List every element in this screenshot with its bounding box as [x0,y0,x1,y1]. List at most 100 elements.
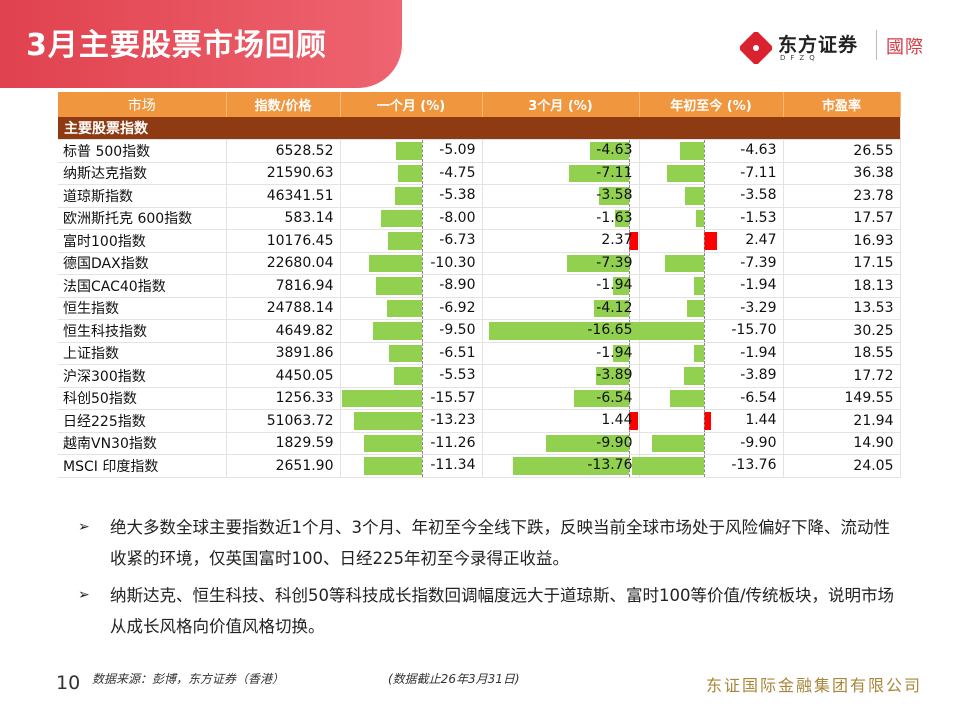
section-label: 主要股票指数 [58,117,901,140]
col-header-ytd: 年初至今 (%) [639,92,784,117]
table-row: 日经225指数 51063.72 -13.23 1.44 1.44 21.94 [58,409,901,433]
negative-bar [685,187,704,205]
return-value: -3.58 [596,187,633,203]
return-value: -7.39 [596,254,633,271]
bar-axis [703,387,705,409]
pe-ratio: 18.13 [783,274,901,298]
return-cell-m3: -1.94 [482,274,640,298]
return-cell-m3: -4.63 [482,139,640,163]
index-price: 7816.94 [226,274,341,298]
table-row: 德国DAX指数 22680.04 -10.30 -7.39 -7.39 17.15 [58,252,901,275]
market-table: 市场 指数/价格 一个月 (%) 3个月 (%) 年初至今 (%) 市盈率 主要… [58,92,901,478]
bar-axis [629,230,631,252]
return-cell-m1: -9.50 [340,319,483,343]
negative-bar [569,164,630,182]
bar-axis [422,387,424,409]
pe-ratio: 17.15 [783,252,901,275]
bar-axis [629,297,631,319]
return-value: -5.53 [439,367,476,383]
return-cell-ytd: -13.76 [632,454,784,478]
negative-bar [387,232,423,250]
return-cell-m1: -11.34 [340,454,483,478]
bar-axis [629,207,631,229]
return-value: -11.26 [430,434,476,451]
bar-axis [422,410,424,432]
index-name: 德国DAX指数 [58,252,227,275]
return-cell-ytd: -4.63 [639,139,784,163]
bar-axis [703,297,705,319]
return-cell-m3: 2.37 [482,229,640,253]
negative-bar [632,457,704,475]
bar-axis [422,230,424,252]
pe-ratio: 30.25 [783,319,901,343]
bar-axis [422,207,424,229]
bar-axis [422,365,424,387]
col-header-pe: 市盈率 [783,92,901,117]
title-banner: 3月主要股票市场回顾 [0,0,402,88]
index-name: 法国CAC40指数 [58,274,227,298]
index-price: 4649.82 [226,319,341,343]
bar-axis [703,410,705,432]
bar-axis [422,140,424,162]
return-value: -16.65 [587,322,633,338]
negative-bar [381,209,423,227]
return-cell-m3: -7.39 [482,252,640,275]
bar-axis [629,275,631,297]
return-cell-m3: -13.76 [482,454,640,478]
bar-axis [422,162,424,184]
data-source: 数据来源：彭博，东方证券（香港） [92,672,285,686]
return-cell-ytd: -1.53 [639,207,784,230]
return-cell-ytd: -9.90 [639,432,784,455]
logo-divider [876,30,877,60]
pe-ratio: 149.55 [783,387,901,410]
bar-axis [422,432,424,454]
bar-axis [703,432,705,454]
return-cell-m1: -15.57 [340,387,483,410]
return-value: -11.34 [430,457,476,473]
index-name: 欧洲斯托克 600指数 [58,207,227,230]
negative-bar [513,457,630,475]
return-value: -15.70 [731,322,777,338]
index-price: 583.14 [226,207,341,230]
pe-ratio: 17.57 [783,207,901,230]
return-value: -4.63 [596,142,633,158]
index-price: 51063.72 [226,409,341,433]
return-value: -9.50 [439,322,476,338]
page-number: 10 [56,672,81,694]
pe-ratio: 17.72 [783,364,901,388]
index-price: 6528.52 [226,139,341,163]
negative-bar [590,142,630,160]
negative-bar [679,142,704,160]
pe-ratio: 26.55 [783,139,901,163]
return-cell-ytd: -1.94 [639,274,784,298]
bar-axis [703,455,705,477]
negative-bar [693,277,704,295]
negative-bar [342,389,423,407]
logo-name-en: DFZQ [780,54,820,62]
return-value: 2.37 [601,232,633,248]
return-value: -5.38 [439,187,476,203]
return-value: -1.94 [596,344,633,361]
return-value: -1.53 [740,209,777,226]
negative-bar [394,187,423,205]
pe-ratio: 23.78 [783,184,901,208]
negative-bar [386,299,423,317]
return-cell-ytd: -3.58 [639,184,784,208]
bar-axis [629,365,631,387]
return-cell-m3: -16.65 [482,319,640,343]
pe-ratio: 16.93 [783,229,901,253]
negative-bar [695,209,704,227]
bar-axis [422,252,424,274]
return-cell-m1: -6.92 [340,297,483,320]
negative-bar [545,434,630,452]
negative-bar [393,367,423,385]
return-cell-m3: 1.44 [482,409,640,433]
return-cell-ytd: -7.39 [639,252,784,275]
negative-bar [598,187,630,205]
bar-axis [422,342,424,364]
return-cell-m1: -5.38 [340,184,483,208]
return-value: -6.73 [439,232,476,248]
return-cell-m1: -11.26 [340,432,483,455]
logo-name-cn: 东方证券 [778,34,859,56]
return-value: -13.76 [587,457,633,473]
